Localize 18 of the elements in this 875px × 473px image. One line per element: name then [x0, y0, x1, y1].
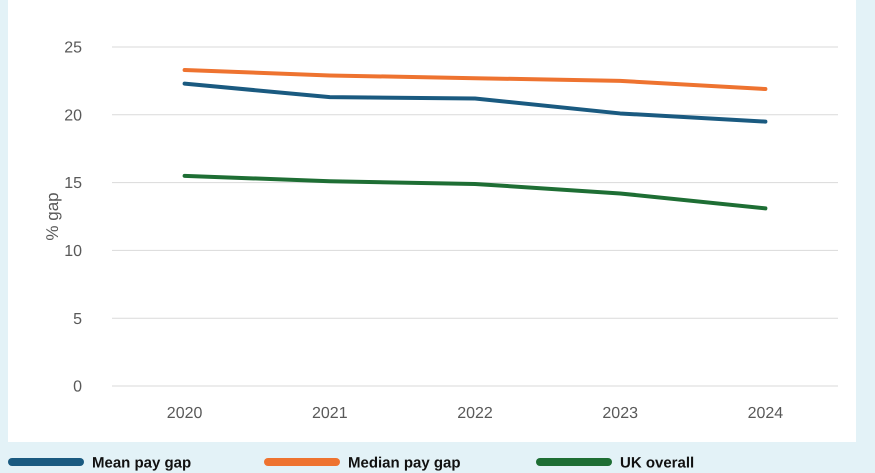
line-series [182, 82, 768, 124]
legend-label: UK overall [620, 454, 694, 472]
x-tick-label: 2020 [166, 405, 202, 422]
legend-label: Median pay gap [348, 454, 461, 472]
x-tick-label: 2022 [457, 405, 493, 422]
y-tick-label: 5 [73, 310, 82, 328]
y-axis-title: % gap [43, 192, 62, 241]
line-series [182, 68, 768, 92]
y-tick-label: 0 [73, 378, 82, 396]
x-tick-label: 2023 [602, 405, 638, 422]
y-tick-label: 20 [64, 107, 82, 124]
y-tick-label: 10 [64, 243, 82, 260]
x-tick-label: 2021 [312, 405, 348, 422]
x-tick-label: 2024 [748, 405, 784, 422]
y-tick-label: 25 [64, 40, 82, 57]
line-series [182, 174, 768, 210]
legend-label: Mean pay gap [92, 454, 192, 472]
y-tick-label: 15 [64, 175, 82, 192]
